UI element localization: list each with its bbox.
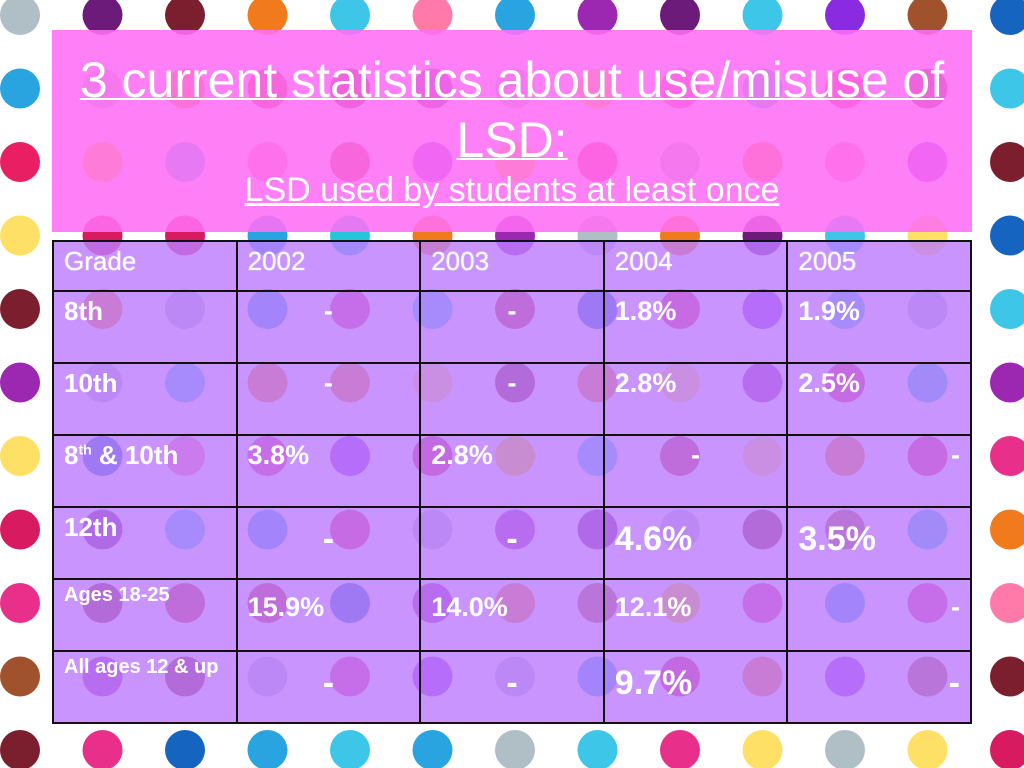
dot [577, 0, 618, 35]
dot [0, 583, 40, 623]
dot [990, 436, 1024, 476]
dot [165, 0, 205, 35]
value-cell: - [235, 362, 422, 436]
subtitle: LSD used by students at least once [244, 171, 780, 209]
dot [330, 730, 370, 768]
value-cell: - [602, 434, 789, 508]
dot [0, 656, 40, 697]
dot [0, 68, 40, 109]
dot [0, 436, 40, 476]
grade-cell: 8th [52, 290, 238, 364]
grade-cell: Ages 18-25 [52, 578, 238, 652]
dot [247, 0, 288, 35]
dot [907, 0, 948, 35]
dot [0, 142, 40, 182]
value-cell: - [419, 290, 605, 364]
value-cell: 2.8% [602, 362, 789, 436]
table-row: Ages 18-25 15.9% 14.0% 12.1% - [52, 578, 972, 652]
dot [412, 0, 453, 35]
column-header: 2004 [602, 240, 789, 292]
title-box: 3 current statistics about use/misuse of… [52, 30, 972, 232]
dot [990, 289, 1024, 329]
value-cell: 1.8% [602, 290, 789, 364]
grade-label: 8 [64, 440, 79, 470]
dot [990, 142, 1024, 182]
value-cell: - [786, 650, 972, 724]
dot [82, 0, 123, 35]
value-cell: 3.5% [786, 506, 972, 580]
value-cell: - [419, 650, 605, 724]
dot [0, 509, 40, 550]
grade-label: 12th [64, 512, 118, 542]
grade-label: 8th [64, 296, 103, 326]
dot [0, 0, 40, 35]
dot [990, 730, 1024, 768]
dot [990, 656, 1024, 697]
grade-cell: All ages 12 & up [52, 650, 238, 724]
value-cell: 2.8% [419, 434, 605, 508]
dot [825, 730, 865, 768]
grade-label: All ages 12 & up [64, 656, 219, 678]
dot [247, 730, 288, 768]
table-row: All ages 12 & up - -9.7% - [52, 650, 972, 724]
grade-label-rest: & 10th [91, 440, 179, 470]
dot [495, 730, 535, 768]
value-cell: 4.6% [602, 506, 789, 580]
statistics-table: Grade 2002 2003 2004 2005 8th - -1.8% 1.9% 10th - -… [52, 240, 972, 724]
dot [0, 362, 40, 403]
value-cell: - [419, 506, 605, 580]
dot [990, 68, 1024, 109]
dot [990, 362, 1024, 403]
dot [825, 0, 865, 35]
header-row: Grade 2002 2003 2004 2005 [52, 240, 972, 292]
dot [165, 730, 205, 768]
dot [660, 730, 700, 768]
dot [660, 0, 700, 35]
dot [990, 215, 1024, 256]
grade-superscript: th [78, 441, 92, 458]
table-row: 12th - -4.6% 3.5% [52, 506, 972, 580]
value-cell: - [419, 362, 605, 436]
dot [412, 730, 453, 768]
value-cell: 3.8% [235, 434, 422, 508]
column-header: Grade [52, 240, 238, 292]
value-cell: 15.9% [235, 578, 422, 652]
value-cell: 2.5% [786, 362, 972, 436]
value-cell: - [786, 578, 972, 652]
value-cell: - [786, 434, 972, 508]
value-cell: 12.1% [602, 578, 789, 652]
dot [742, 730, 783, 768]
dot [330, 0, 370, 35]
table-row: 10th - -2.8% 2.5% [52, 362, 972, 436]
dot [495, 0, 535, 35]
dot [0, 289, 40, 329]
column-header: 2003 [419, 240, 605, 292]
table-row: 8th - -1.8% 1.9% [52, 290, 972, 364]
dot [0, 215, 40, 256]
grade-cell: 10th [52, 362, 238, 436]
column-header: 2002 [235, 240, 422, 292]
table-row: 8th & 10th 3.8% 2.8% - - [52, 434, 972, 508]
value-cell: 1.9% [786, 290, 972, 364]
dot [742, 0, 783, 35]
grade-cell: 12th [52, 506, 238, 580]
grade-label: 10th [64, 368, 118, 398]
grade-cell: 8th & 10th [52, 434, 238, 508]
dot [0, 730, 40, 768]
dot [82, 730, 123, 768]
value-cell: - [235, 290, 422, 364]
value-cell: - [235, 650, 422, 724]
value-cell: 14.0% [419, 578, 605, 652]
dot [577, 730, 618, 768]
column-header: 2005 [786, 240, 972, 292]
value-cell: 9.7% [602, 650, 789, 724]
dot [907, 730, 948, 768]
value-cell: - [235, 506, 422, 580]
dot [990, 583, 1024, 623]
title: 3 current statistics about use/misuse of… [79, 52, 945, 168]
dot [990, 0, 1024, 35]
grade-label: Ages 18-25 [64, 584, 170, 606]
dot [990, 509, 1024, 550]
